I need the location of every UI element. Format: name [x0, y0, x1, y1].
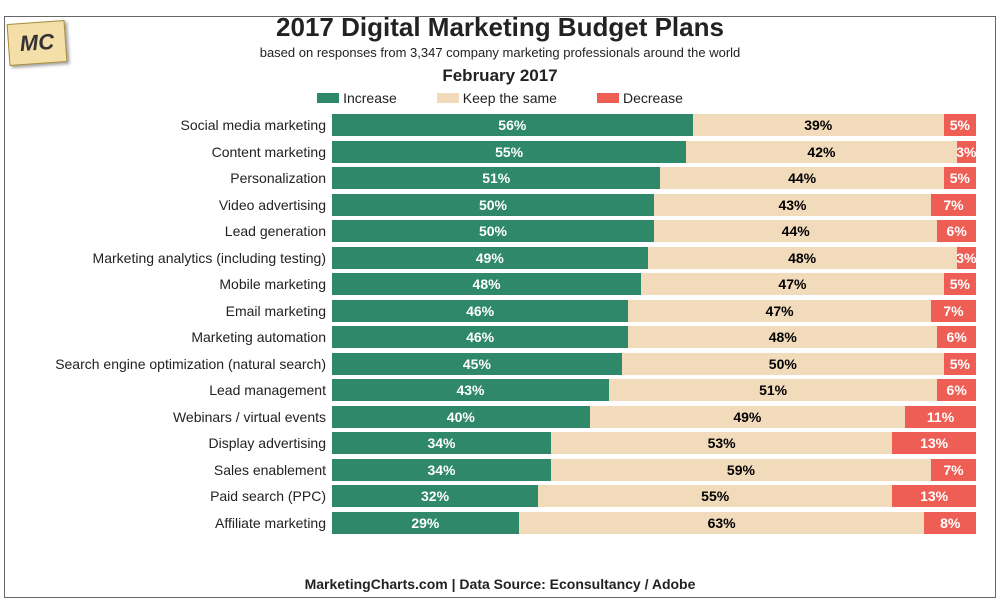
logo-badge: MC [7, 20, 68, 66]
logo-text: MC [19, 29, 55, 57]
chart-frame [4, 16, 996, 598]
